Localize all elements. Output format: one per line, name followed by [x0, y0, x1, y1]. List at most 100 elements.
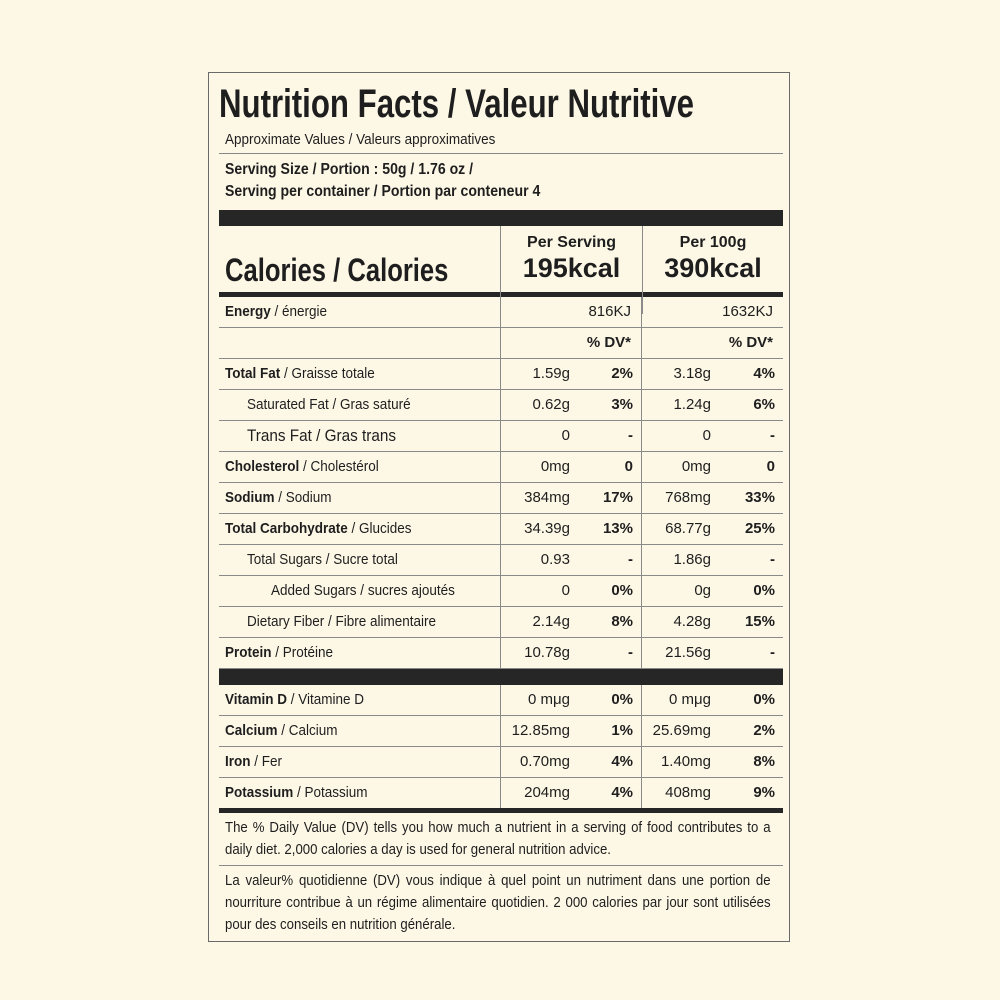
dv-value: 1% — [611, 722, 633, 739]
row-label-text: Total Fat / Graisse totale — [225, 359, 375, 389]
row-label-text: Calcium / Calcium — [225, 716, 338, 746]
label-bold: Iron — [225, 753, 251, 770]
amount-value: 0g — [641, 576, 721, 606]
row-label: Cholesterol / Cholestérol — [219, 452, 500, 482]
row-label: Vitamin D / Vitamine D — [219, 685, 500, 715]
footnote-en-text: The % Daily Value (DV) tells you how muc… — [225, 819, 771, 858]
dv-value: - — [628, 427, 633, 444]
title-text: Nutrition Facts / Valeur Nutritive — [219, 82, 695, 126]
amount-value: 0 — [500, 421, 580, 451]
footnote-fr-text: La valeur% quotidienne (DV) vous indique… — [225, 872, 771, 933]
calories-label-text: Calories / Calories — [225, 252, 449, 288]
amount-value: 34.39g — [500, 514, 580, 544]
calories-row: Calories / Calories Per Serving 195kcal … — [219, 226, 783, 314]
dv-value: - — [770, 427, 775, 444]
amount-value: 4.28g — [641, 607, 721, 637]
row-label: Calcium / Calcium — [219, 716, 500, 746]
per-100g-header: Per 100g — [679, 234, 747, 251]
dv-value: 8% — [753, 753, 775, 770]
energy-per-serving: 816KJ — [500, 297, 641, 327]
amount-value: 1.86g — [641, 545, 721, 575]
dv-value: - — [770, 551, 775, 568]
dv-value: 0% — [611, 582, 633, 599]
dv-header-row: % DV* % DV* — [219, 328, 783, 359]
row-label-text: Vitamin D / Vitamine D — [225, 685, 364, 715]
amount-value: 0.62g — [500, 390, 580, 420]
subtitle-text: Approximate Values / Valeurs approximati… — [225, 131, 496, 148]
nutrient-row: Iron / Fer 0.70mg 4% 1.40mg 8% — [219, 747, 783, 778]
servings-text: Serving per container / Portion par cont… — [225, 183, 541, 200]
row-label-text: Iron / Fer — [225, 747, 282, 777]
label-fr: / Calcium — [281, 722, 338, 739]
dv-value: 0 — [624, 458, 633, 475]
energy-per-100g: 1632KJ — [641, 297, 783, 327]
dv-value: - — [628, 644, 633, 661]
divider-thick — [219, 808, 783, 813]
amount-value: 408mg — [641, 778, 721, 808]
per-serving-header: Per Serving — [527, 234, 616, 251]
footnote-en: The % Daily Value (DV) tells you how muc… — [219, 813, 783, 866]
row-label: Energy / énergie — [219, 297, 500, 327]
amount-value: 10.78g — [500, 638, 580, 668]
amount-value: 2.14g — [500, 607, 580, 637]
label-bold: Vitamin D — [225, 691, 288, 708]
amount-value: 3.18g — [641, 359, 721, 389]
row-label-text: Protein / Protéine — [225, 638, 333, 668]
label-bold: Calcium — [225, 722, 278, 739]
dv-value: 13% — [602, 520, 633, 537]
per-serving-col: Per Serving 195kcal — [500, 226, 642, 314]
title: Nutrition Facts / Valeur Nutritive — [219, 73, 783, 129]
label-bold: Energy — [225, 303, 271, 320]
label-fr: / Cholestérol — [303, 458, 379, 475]
nutrient-row: Trans Fat / Gras trans 0-0- — [219, 421, 783, 452]
nutrient-row: Cholesterol / Cholestérol 0mg 0 0mg 0 — [219, 452, 783, 483]
label-fr: / Protéine — [275, 644, 334, 661]
energy-row: Energy / énergie 816KJ 1632KJ — [219, 297, 783, 328]
row-label-text: Energy / énergie — [225, 297, 327, 327]
amount-value: 1.59g — [500, 359, 580, 389]
empty-cell — [219, 328, 500, 358]
label-fr: / énergie — [274, 303, 328, 320]
row-label-text: Trans Fat / Gras trans — [247, 421, 396, 451]
label-bold: Total Carbohydrate — [225, 520, 348, 537]
row-label-text: Saturated Fat / Gras saturé — [247, 390, 411, 420]
label-fr: / Potassium — [297, 784, 368, 801]
per-100g-calories: 390kcal — [664, 253, 762, 283]
nutrient-row: Potassium / Potassium 204mg 4% 408mg 9% — [219, 778, 783, 808]
dv-value: 4% — [611, 784, 633, 801]
label-plain: Saturated Fat / Gras saturé — [247, 396, 411, 413]
amount-value: 0mg — [641, 452, 721, 482]
subtitle: Approximate Values / Valeurs approximati… — [219, 129, 783, 154]
row-label: Added Sugars / sucres ajoutés — [219, 576, 500, 606]
nutrient-row: Added Sugars / sucres ajoutés 0 0% 0g 0% — [219, 576, 783, 607]
row-label-text: Cholesterol / Cholestérol — [225, 452, 379, 482]
row-label-text: Sodium / Sodium — [225, 483, 332, 513]
row-label-text: Dietary Fiber / Fibre alimentaire — [247, 607, 436, 637]
label-fr: / Vitamine D — [290, 691, 365, 708]
nutrient-row: Vitamin D / Vitamine D 0 mμg 0% 0 mμg 0% — [219, 685, 783, 716]
amount-value: 0 — [641, 421, 721, 451]
row-label: Trans Fat / Gras trans — [219, 421, 500, 451]
amount-value: 0 mμg — [500, 685, 580, 715]
amount-value: 12.85mg — [500, 716, 580, 746]
amount-value: 768mg — [641, 483, 721, 513]
dv-value: 4% — [611, 753, 633, 770]
nutrients: Total Fat / Graisse totale 1.59g 2% 3.18g 4%… — [219, 359, 783, 669]
label-bold: Potassium — [225, 784, 294, 801]
servings: Serving per container / Portion par cont… — [219, 180, 783, 202]
amount-value: 25.69mg — [641, 716, 721, 746]
nutrient-row: Total Sugars / Sucre total 0.93-1.86g - — [219, 545, 783, 576]
label-plain: Total Sugars / Sucre total — [247, 551, 398, 568]
dv-value: 6% — [753, 396, 775, 413]
label-fr: / Graisse totale — [284, 365, 375, 382]
row-label: Total Carbohydrate / Glucides — [219, 514, 500, 544]
dv-value: 17% — [602, 489, 633, 506]
amount-value: 1.24g — [641, 390, 721, 420]
row-label-text: Total Sugars / Sucre total — [247, 545, 398, 575]
label-plain: Trans Fat / Gras trans — [247, 426, 397, 445]
divider-bar — [219, 669, 783, 685]
label-fr: / Fer — [254, 753, 283, 770]
nutrient-row: Saturated Fat / Gras saturé 0.62g 3% 1.24g 6… — [219, 390, 783, 421]
row-label: Saturated Fat / Gras saturé — [219, 390, 500, 420]
